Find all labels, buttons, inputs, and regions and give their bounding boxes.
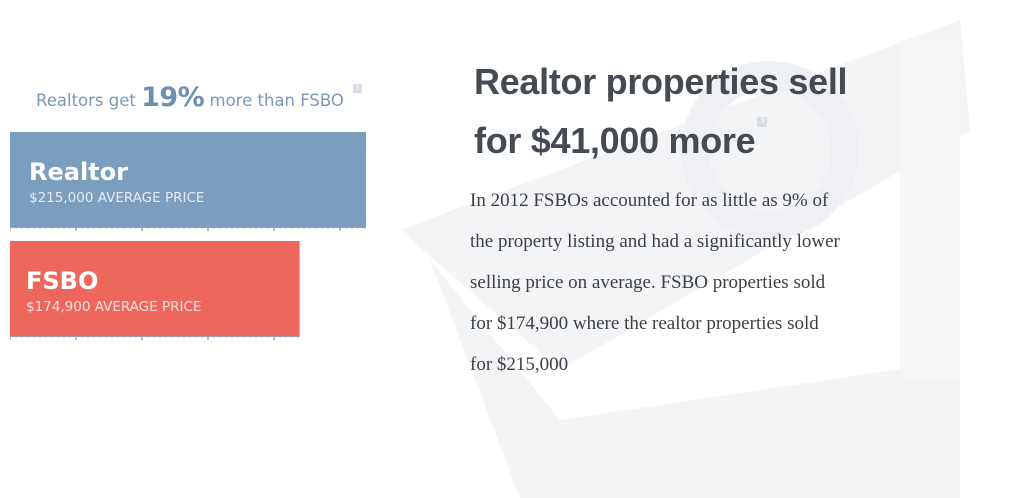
bar-fsbo: FSBO $174,900 AVERAGE PRICE xyxy=(10,241,300,340)
body-line: the property listing and had a significa… xyxy=(470,231,840,252)
bar-realtor: Realtor $215,000 AVERAGE PRICE xyxy=(10,132,366,231)
heading-line-2: for $41,000 more xyxy=(474,120,756,161)
bar-category-label: Realtor xyxy=(29,158,128,186)
bar-rect xyxy=(10,132,366,227)
bar-chart: Realtor $215,000 AVERAGE PRICE FSBO $174,90… xyxy=(10,132,366,340)
heading-line-1: Realtor properties sell xyxy=(474,61,848,102)
bar-category-label: FSBO xyxy=(26,267,98,295)
article-heading: Realtor properties sell for $41,000 more… xyxy=(474,52,974,170)
body-line: In 2012 FSBOs accounted for as little as… xyxy=(470,190,829,211)
chart-headline: Realtors get 19% more than FSBO 3 xyxy=(36,82,363,113)
chart-footnote-marker: 3 xyxy=(353,84,363,93)
chart-headline-percent: 19% xyxy=(141,82,205,113)
article-body: In 2012 FSBOs accounted for as little as… xyxy=(470,180,920,385)
chart-headline-prefix: Realtors get xyxy=(36,91,136,110)
body-line: selling price on average. FSBO propertie… xyxy=(470,272,826,293)
chart-headline-suffix: more than FSBO xyxy=(209,91,344,110)
body-line: for $215,000 xyxy=(470,354,569,375)
heading-footnote-marker: 3 xyxy=(757,117,768,127)
bar-value-label: $215,000 AVERAGE PRICE xyxy=(29,190,204,206)
bar-value-label: $174,900 AVERAGE PRICE xyxy=(26,299,201,315)
body-line: for $174,900 where the realtor propertie… xyxy=(470,313,819,334)
bar-rect xyxy=(10,241,300,336)
